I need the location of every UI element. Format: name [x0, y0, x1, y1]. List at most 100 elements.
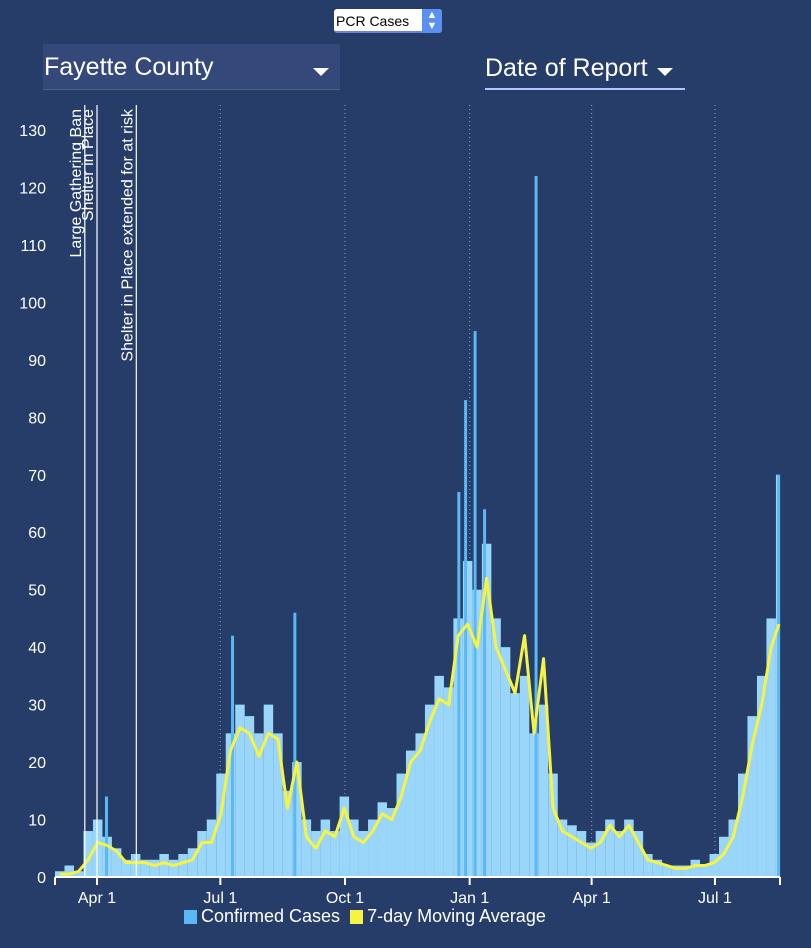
legend-label-average: 7-day Moving Average: [367, 906, 546, 926]
case-bar: [311, 831, 321, 877]
annotation-label: Shelter in Place extended for at risk: [119, 108, 136, 362]
case-bar-peak: [457, 492, 461, 877]
case-bar: [130, 854, 141, 877]
case-bar: [339, 796, 350, 877]
annotation-label: Shelter in Place: [80, 109, 97, 221]
case-bar: [671, 865, 682, 877]
case-bar: [557, 819, 568, 877]
case-bar-peak: [483, 509, 487, 877]
county-dropdown-value: Fayette County: [44, 53, 214, 81]
case-bar: [624, 819, 634, 877]
case-bar: [358, 831, 369, 877]
case-bar: [216, 773, 226, 877]
annotation-label: Large Gathering Ban: [68, 109, 85, 258]
case-bar: [443, 687, 454, 877]
case-bar: [83, 831, 93, 877]
case-bar: [140, 859, 150, 877]
case-bar: [500, 647, 511, 877]
case-bar: [548, 773, 558, 877]
case-bar-peak: [534, 175, 538, 877]
case-bar: [168, 859, 179, 877]
case-bar: [662, 865, 672, 877]
moving-average-line: [59, 576, 781, 876]
case-bar-peak: [473, 331, 477, 878]
case-bar: [320, 819, 331, 877]
case-bar: [681, 865, 691, 877]
case-bar: [510, 693, 520, 877]
case-bar: [595, 831, 606, 877]
case-bar: [121, 859, 131, 877]
case-bar: [643, 854, 653, 877]
county-dropdown[interactable]: Fayette County: [43, 44, 340, 90]
y-tick-label: 70: [28, 468, 46, 485]
case-bar: [187, 848, 198, 877]
case-bar: [690, 859, 701, 877]
case-bar: [586, 842, 596, 877]
case-bar: [567, 825, 577, 877]
case-bar: [633, 831, 644, 877]
date-type-value: Date of Report: [485, 54, 648, 82]
legend-label-cases: Confirmed Cases: [201, 906, 341, 926]
case-bar: [491, 618, 501, 877]
case-bar: [368, 819, 378, 877]
x-tick-label: Apr 1: [573, 890, 611, 907]
case-bar: [529, 733, 539, 877]
case-bar-peak: [231, 635, 235, 877]
case-bar-peak: [464, 400, 468, 877]
date-type-dropdown[interactable]: Date of Report: [485, 44, 685, 90]
case-bar: [576, 831, 587, 877]
case-bar: [330, 831, 340, 877]
case-bar: [73, 871, 84, 877]
y-tick-label: 40: [28, 640, 46, 657]
case-bar: [652, 859, 663, 877]
y-tick-label: 120: [19, 180, 46, 197]
case-bar-peak: [293, 612, 297, 877]
case-bar: [235, 704, 245, 877]
case-bar: [149, 859, 160, 877]
case-bar: [254, 733, 264, 877]
case-bar: [415, 733, 425, 877]
chart-legend: Confirmed Cases 7-day Moving Average: [184, 906, 546, 927]
case-bar-peak: [777, 474, 781, 877]
case-bar: [472, 589, 482, 877]
legend-swatch-cases: [184, 909, 197, 924]
case-bar: [111, 848, 122, 877]
case-bar: [700, 865, 710, 877]
caret-down-icon: [657, 68, 673, 76]
case-bar: [747, 716, 757, 877]
case-bar: [396, 773, 406, 877]
case-bar: [263, 704, 274, 877]
y-tick-label: 60: [28, 525, 46, 542]
case-bar: [64, 865, 74, 877]
y-tick-label: 0: [37, 870, 46, 887]
y-tick-label: 10: [28, 813, 46, 830]
x-tick-label: Apr 1: [78, 890, 116, 907]
case-bar: [481, 543, 492, 877]
case-bar: [55, 871, 65, 877]
y-tick-label: 110: [20, 238, 46, 255]
case-bar: [605, 819, 615, 877]
case-bar: [519, 675, 530, 877]
case-bar: [405, 750, 416, 877]
case-bar: [178, 854, 188, 877]
x-tick-label: Jul 1: [698, 890, 732, 907]
y-tick-label: 50: [28, 583, 46, 600]
case-bar-peak: [104, 796, 108, 877]
y-tick-label: 80: [28, 410, 46, 427]
x-tick-label: Jul 1: [203, 890, 237, 907]
metric-select[interactable]: PCR Cases ▲ ▼: [334, 9, 442, 33]
y-tick-label: 90: [28, 353, 46, 370]
metric-select-value: PCR Cases: [336, 13, 410, 29]
case-bar: [225, 733, 236, 877]
case-bar: [197, 831, 207, 877]
case-bar: [92, 819, 103, 877]
case-bar: [434, 675, 444, 877]
case-bar: [377, 802, 388, 877]
case-bar: [737, 773, 748, 877]
case-bar: [728, 819, 738, 877]
case-bar: [756, 675, 767, 877]
case-bar: [292, 762, 302, 877]
y-tick-label: 100: [19, 295, 46, 312]
case-bar: [301, 819, 312, 877]
